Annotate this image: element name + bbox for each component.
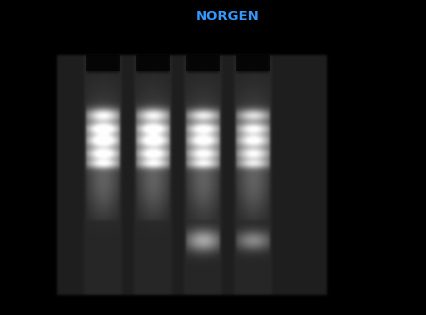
Text: 4: 4 xyxy=(248,41,256,54)
Text: 2: 2 xyxy=(149,41,157,54)
Text: Competitor: Competitor xyxy=(86,10,170,23)
Text: 1: 1 xyxy=(99,41,106,54)
Text: NORGEN: NORGEN xyxy=(196,10,259,23)
Text: 3: 3 xyxy=(199,41,207,54)
Text: Small RNA
Species: Small RNA Species xyxy=(374,233,426,257)
